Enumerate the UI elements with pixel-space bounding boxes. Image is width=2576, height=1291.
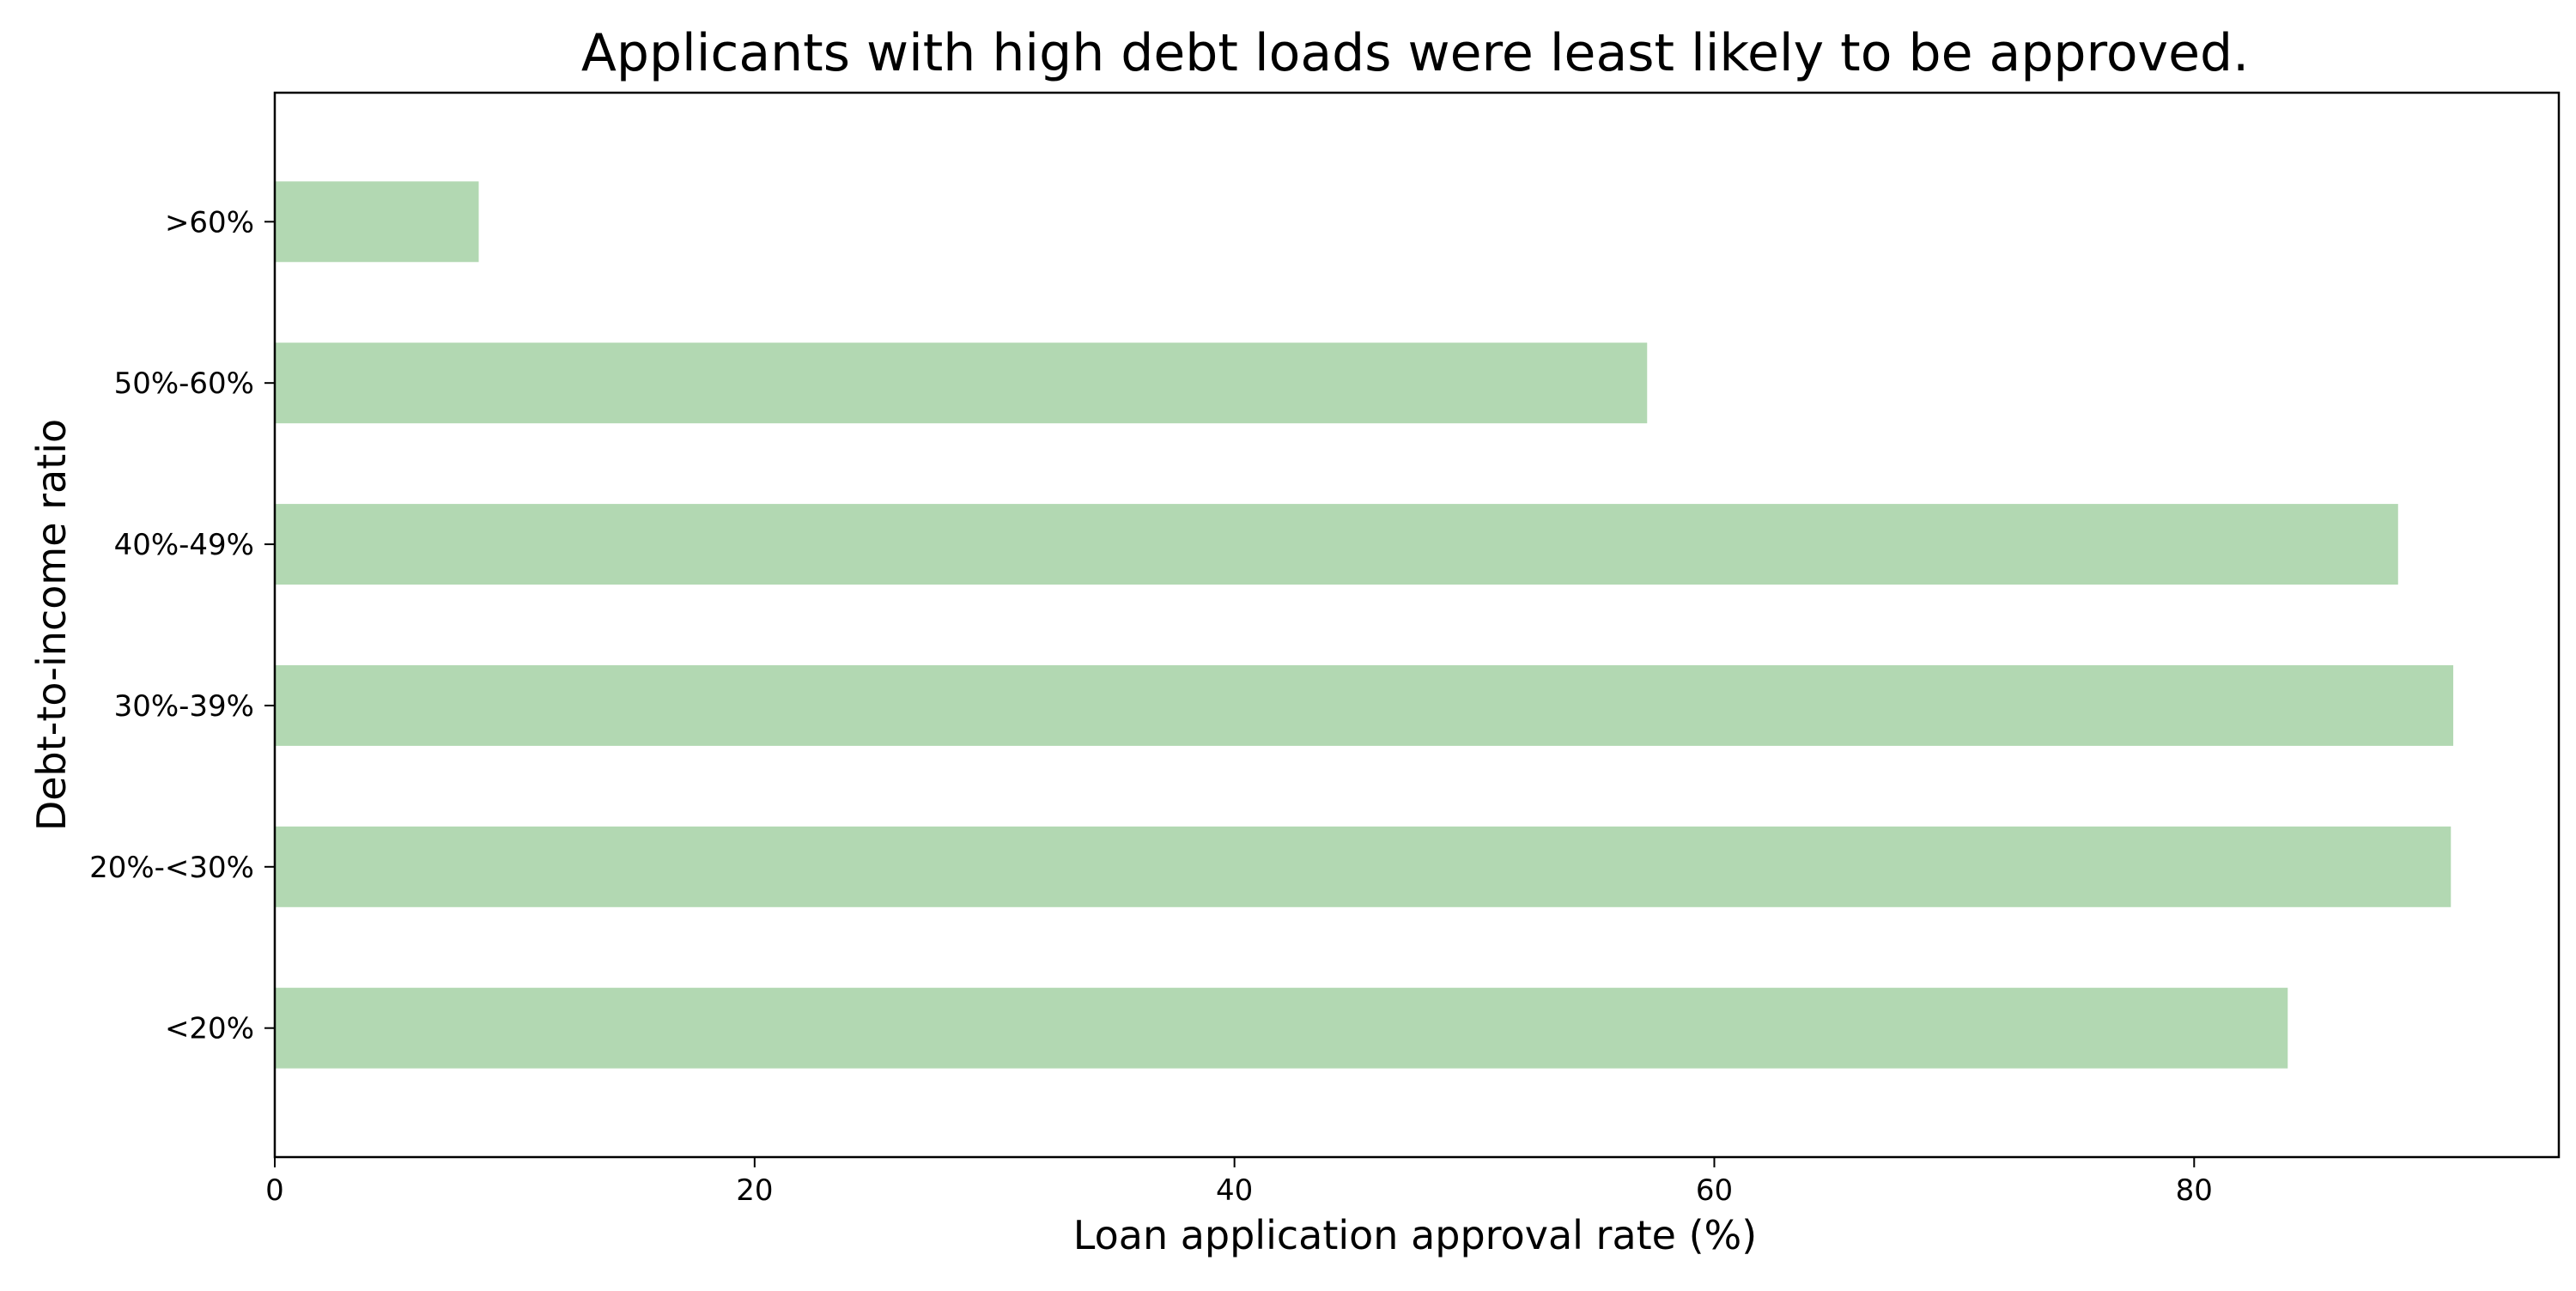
x-axis-label: Loan application approval rate (%): [1073, 1212, 1757, 1258]
x-tick-label: 20: [736, 1173, 773, 1208]
y-tick-label: 50%-60%: [114, 367, 254, 401]
y-tick-label: >60%: [165, 205, 254, 239]
y-tick-label: <20%: [165, 1012, 254, 1046]
y-tick-label: 40%-49%: [114, 528, 254, 562]
chart-title: Applicants with high debt loads were lea…: [581, 23, 2249, 83]
x-tick-label: 60: [1696, 1173, 1733, 1208]
bars-group: [275, 181, 2454, 1069]
y-axis-ticks: <20% 20%-<30% 30%-39% 40%-49% 50%-60% >60%: [89, 205, 275, 1046]
bar: [275, 342, 1648, 424]
bar: [275, 181, 479, 263]
x-tick-label: 0: [265, 1173, 284, 1208]
bar: [275, 826, 2451, 907]
bar: [275, 504, 2398, 585]
y-tick-label: 20%-<30%: [89, 851, 254, 885]
plot-frame: [273, 91, 2561, 1159]
x-tick-label: 80: [2176, 1173, 2213, 1208]
bar: [275, 664, 2454, 746]
y-axis-label: Debt-to-income ratio: [28, 419, 75, 831]
x-axis-ticks: 0 20 40 60 80: [265, 1157, 2213, 1208]
y-tick-label: 30%-39%: [114, 689, 254, 724]
x-tick-label: 40: [1216, 1173, 1253, 1208]
bar: [275, 987, 2288, 1069]
